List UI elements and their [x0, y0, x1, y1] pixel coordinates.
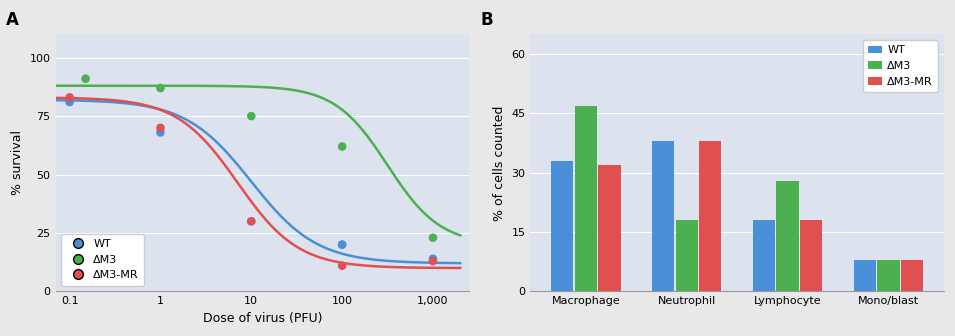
Point — [153, 125, 168, 130]
Legend: WT, ΔM3, ΔM3-MR: WT, ΔM3, ΔM3-MR — [61, 234, 144, 286]
Point — [334, 263, 350, 268]
Bar — [800, 220, 822, 291]
Point — [334, 242, 350, 247]
Y-axis label: % of cells counted: % of cells counted — [493, 105, 506, 220]
Point — [153, 85, 168, 91]
Bar — [878, 260, 900, 291]
Point — [244, 219, 259, 224]
Bar — [753, 220, 775, 291]
Text: B: B — [480, 11, 494, 29]
Point — [62, 95, 77, 100]
Bar — [901, 260, 923, 291]
Point — [78, 76, 94, 81]
X-axis label: Dose of virus (PFU): Dose of virus (PFU) — [202, 312, 322, 325]
Legend: WT, ΔM3, ΔM3-MR: WT, ΔM3, ΔM3-MR — [862, 40, 939, 92]
Point — [425, 256, 440, 261]
Bar — [575, 106, 597, 291]
Bar — [776, 181, 798, 291]
Bar — [599, 165, 621, 291]
Point — [425, 235, 440, 240]
Point — [334, 242, 350, 247]
Text: A: A — [6, 11, 19, 29]
Point — [62, 99, 77, 105]
Bar — [675, 220, 698, 291]
Point — [244, 114, 259, 119]
Bar — [699, 141, 721, 291]
Point — [334, 144, 350, 149]
Bar — [854, 260, 876, 291]
Point — [153, 130, 168, 135]
Point — [425, 258, 440, 264]
Y-axis label: % survival: % survival — [11, 130, 24, 195]
Bar — [652, 141, 674, 291]
Point — [244, 219, 259, 224]
Bar — [551, 161, 573, 291]
